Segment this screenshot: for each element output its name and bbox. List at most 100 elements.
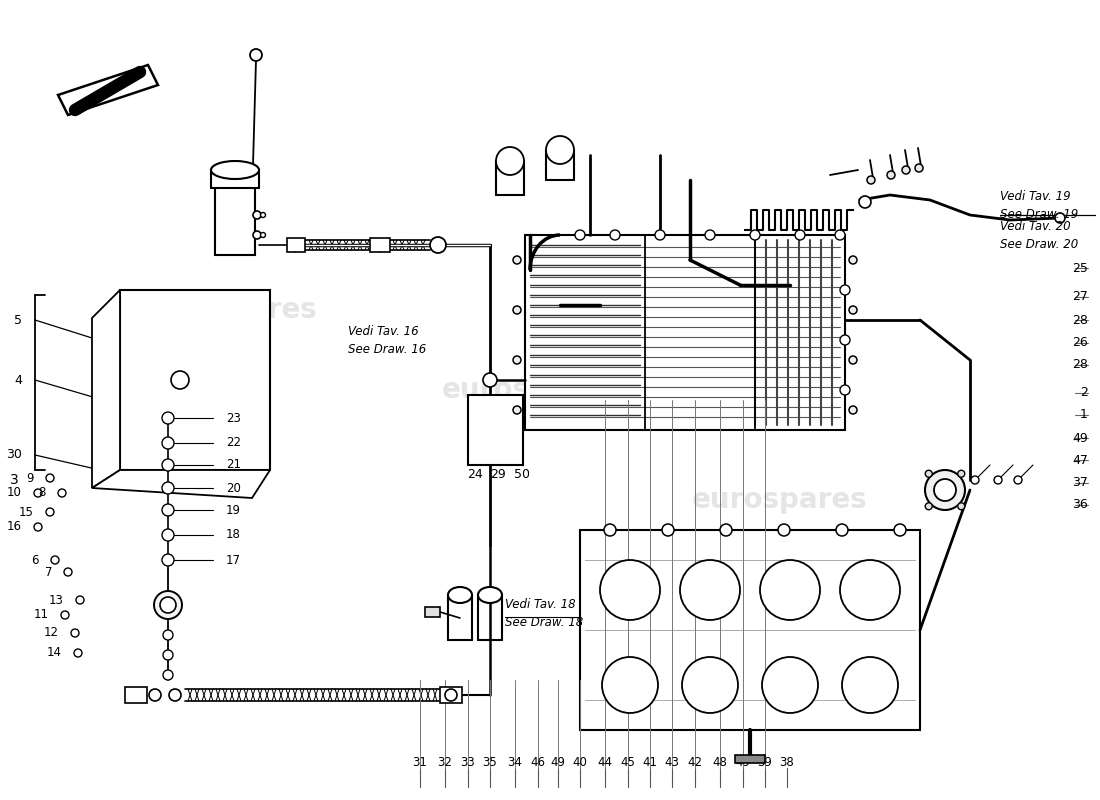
Circle shape [680,560,740,620]
Circle shape [915,164,923,172]
Circle shape [849,406,857,414]
Circle shape [1014,476,1022,484]
Text: Vedi Tav. 20
See Draw. 20: Vedi Tav. 20 See Draw. 20 [1000,220,1078,251]
Circle shape [261,213,265,218]
Text: 31: 31 [412,755,428,769]
Circle shape [682,657,738,713]
Circle shape [162,412,174,424]
Text: 4: 4 [14,374,22,386]
Circle shape [849,306,857,314]
Circle shape [34,523,42,531]
Polygon shape [92,290,120,488]
Circle shape [34,489,42,497]
Circle shape [162,554,174,566]
Circle shape [162,482,174,494]
Circle shape [849,256,857,264]
Ellipse shape [448,587,472,603]
Text: 28: 28 [1072,314,1088,326]
Text: 14: 14 [47,646,62,659]
Bar [425,607,440,617]
Circle shape [604,524,616,536]
Circle shape [513,306,521,314]
Circle shape [76,596,84,604]
Circle shape [496,147,524,175]
Circle shape [971,476,979,484]
Text: 30: 30 [7,449,22,462]
Circle shape [250,49,262,61]
Circle shape [925,502,932,510]
Text: 25: 25 [1072,262,1088,274]
Text: 32: 32 [438,755,452,769]
Text: 22: 22 [226,437,241,450]
Bar [120,290,270,470]
Circle shape [575,230,585,240]
Circle shape [925,470,965,510]
Text: eurospares: eurospares [142,296,318,324]
Circle shape [610,230,620,240]
Circle shape [867,176,875,184]
Circle shape [720,524,732,536]
Circle shape [170,371,189,389]
Circle shape [446,689,456,701]
Circle shape [74,649,82,657]
Bar [287,238,305,252]
Text: 45: 45 [620,755,636,769]
Text: 50: 50 [514,469,530,482]
Text: 36: 36 [1072,498,1088,511]
Polygon shape [58,65,158,115]
Text: 20: 20 [226,482,241,494]
Text: 21: 21 [226,458,241,471]
Polygon shape [92,470,270,498]
Text: Vedi Tav. 19
See Draw. 19: Vedi Tav. 19 See Draw. 19 [1000,190,1078,221]
Circle shape [958,502,965,510]
Circle shape [925,470,932,478]
Circle shape [51,556,59,564]
Text: 24: 24 [468,469,483,482]
Text: 18: 18 [226,529,241,542]
Circle shape [430,237,446,253]
Circle shape [64,568,72,576]
Text: 48: 48 [713,755,727,769]
Text: 41: 41 [642,755,658,769]
Circle shape [662,524,674,536]
Text: 12: 12 [44,626,59,639]
Circle shape [887,171,895,179]
Circle shape [60,611,69,619]
Bar [735,755,764,763]
Text: 9: 9 [26,471,34,485]
Circle shape [795,230,805,240]
Text: 5: 5 [14,314,22,326]
Text: Vedi Tav. 16
See Draw. 16: Vedi Tav. 16 See Draw. 16 [348,325,427,356]
Text: 29: 29 [491,469,506,482]
Bar [580,530,920,730]
Circle shape [253,211,261,219]
Circle shape [546,136,574,164]
Circle shape [148,689,161,701]
Text: 49: 49 [736,755,750,769]
Circle shape [859,196,871,208]
Circle shape [261,233,265,238]
Circle shape [840,560,900,620]
Text: 23: 23 [226,411,241,425]
Text: Vedi Tav. 18
See Draw. 18: Vedi Tav. 18 See Draw. 18 [505,598,583,629]
Text: 16: 16 [7,521,22,534]
Text: 28: 28 [1072,358,1088,371]
Circle shape [842,657,898,713]
Circle shape [163,650,173,660]
Circle shape [46,474,54,482]
Text: 37: 37 [1072,477,1088,490]
Circle shape [169,689,182,701]
Text: 13: 13 [50,594,64,606]
Ellipse shape [478,587,502,603]
Circle shape [762,657,818,713]
Text: 8: 8 [39,486,46,499]
Circle shape [835,230,845,240]
Text: 39: 39 [758,755,772,769]
Circle shape [840,385,850,395]
Text: 35: 35 [483,755,497,769]
Text: 33: 33 [461,755,475,769]
Text: 38: 38 [780,755,794,769]
Circle shape [162,504,174,516]
Circle shape [162,437,174,449]
Text: 3: 3 [10,473,19,487]
